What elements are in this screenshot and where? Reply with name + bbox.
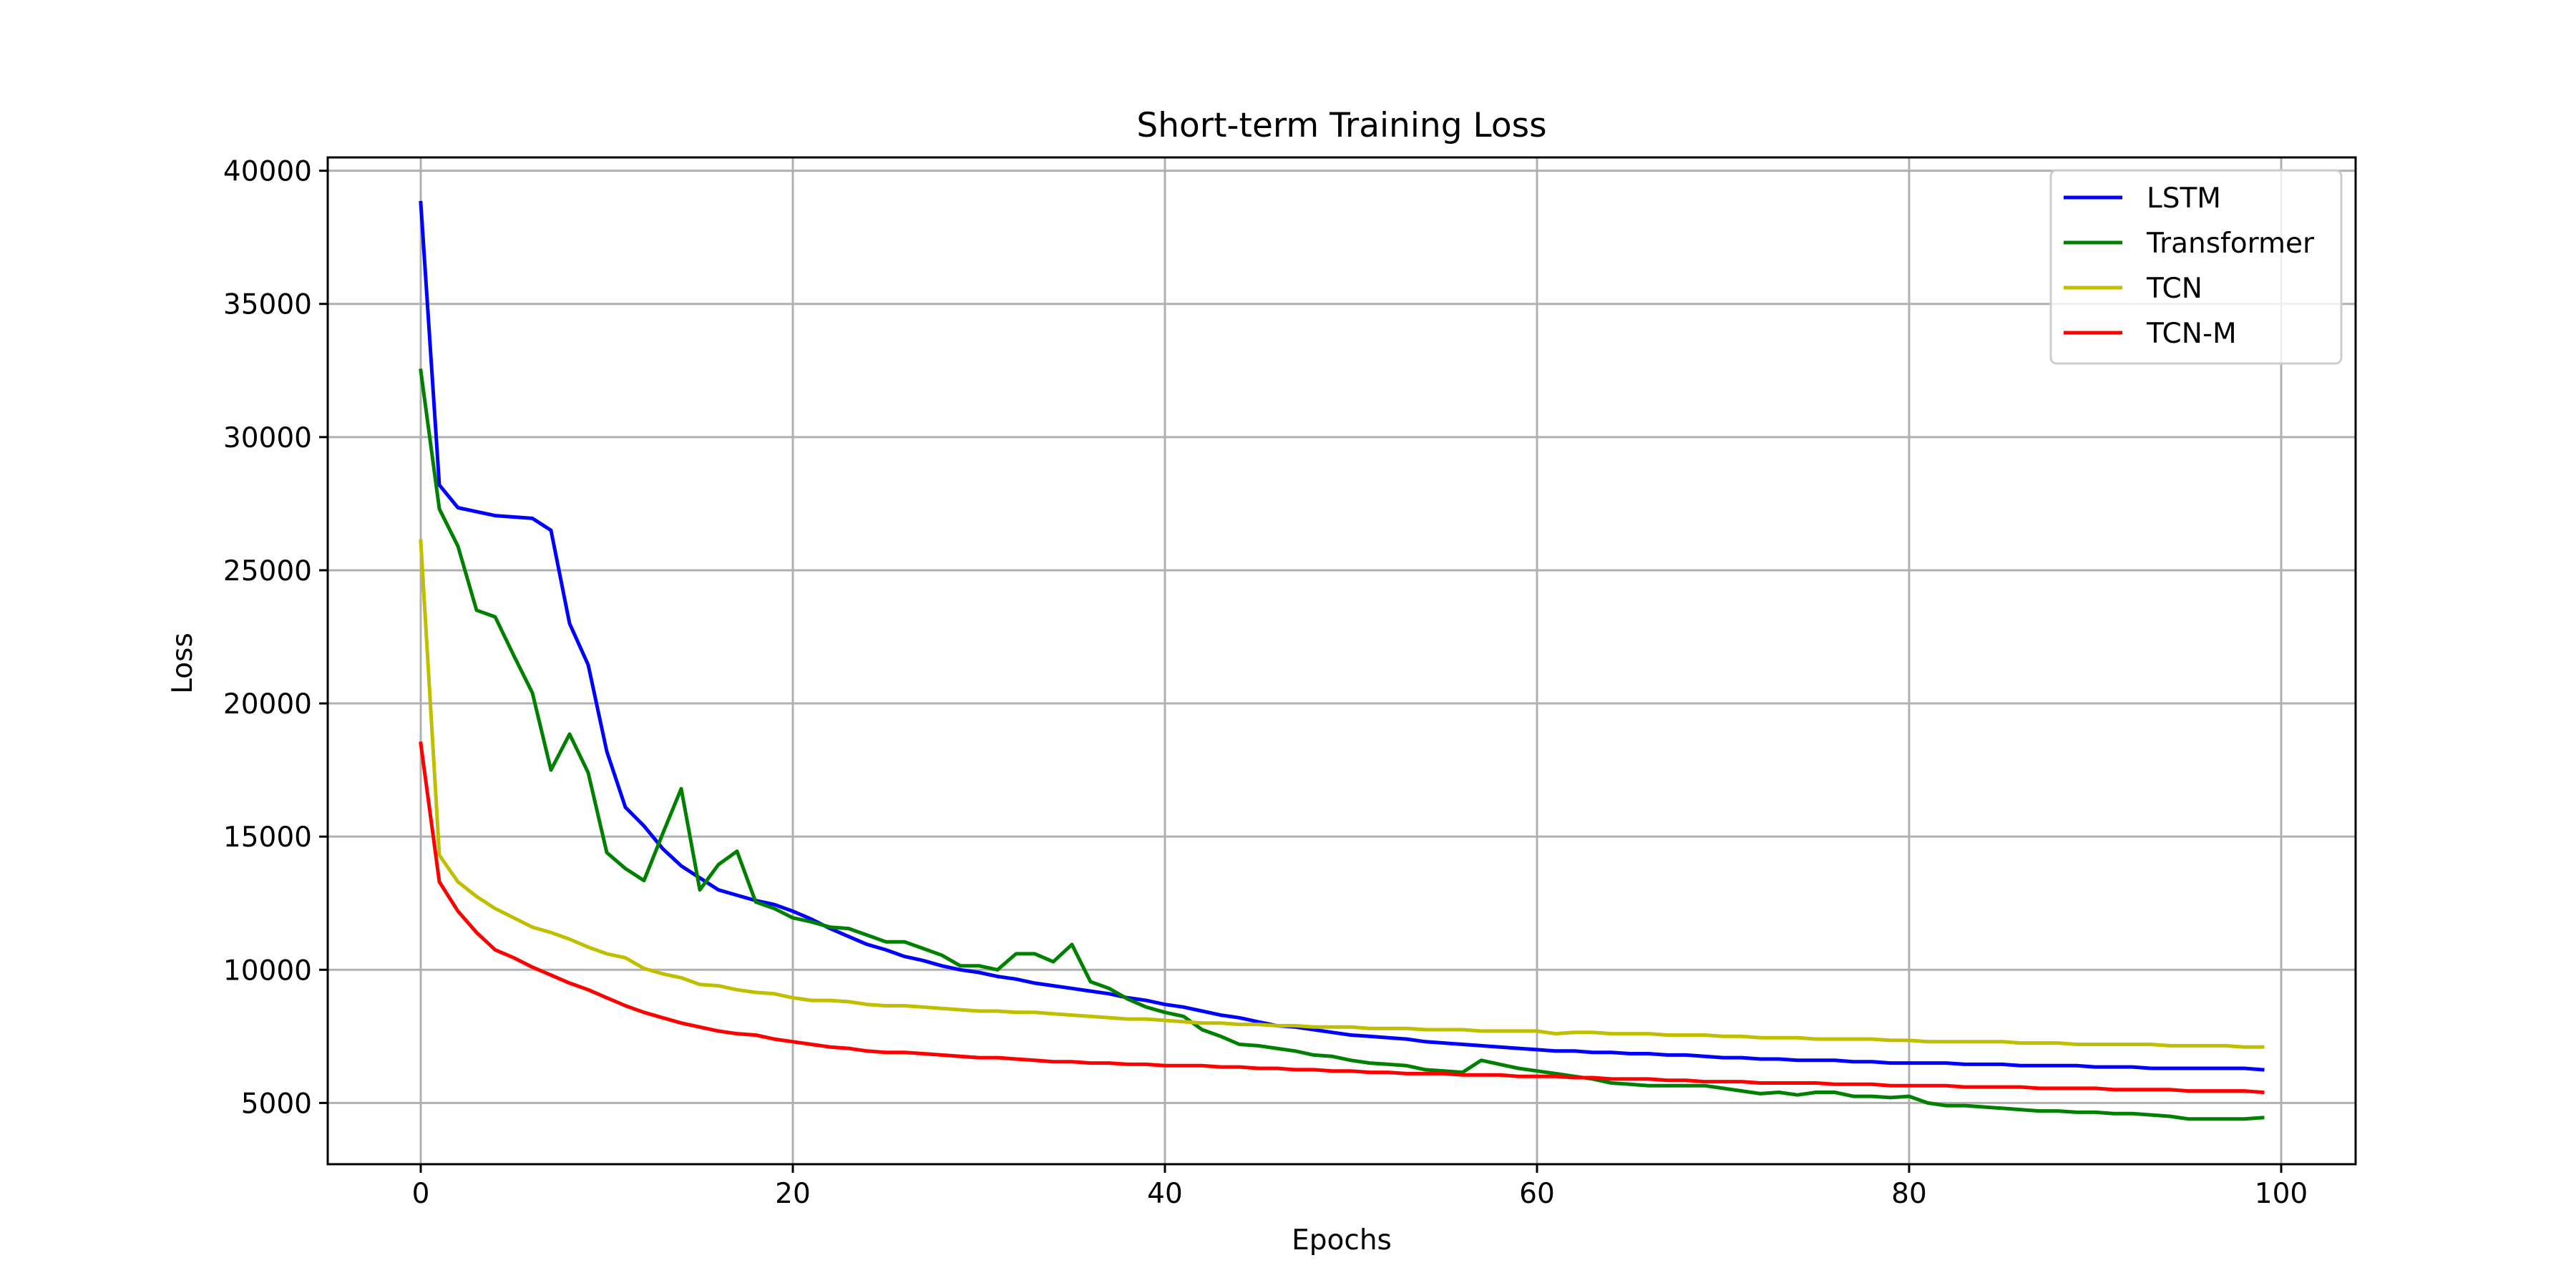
series-line-transformer [419,368,2265,1121]
x-tick-label: 60 [1519,1178,1555,1210]
legend: LSTM Transformer TCN TCN-M [2049,169,2343,365]
legend-label-lstm: LSTM [2147,182,2221,215]
x-tick-label: 0 [412,1178,430,1210]
x-tick-label: 100 [2255,1178,2308,1210]
series-line-lstm [419,200,2265,1072]
y-tick-label: 10000 [223,955,312,987]
series-line-tcn-m [419,741,2265,1095]
chart-title: Short-term Training Loss [1136,106,1546,145]
y-tick-label: 30000 [223,422,312,454]
x-axis-ticks: 0 20 40 60 80 100 [412,1164,2308,1210]
y-tick-label: 25000 [223,555,312,587]
y-tick-label: 40000 [223,156,312,188]
series-line-tcn [419,539,2265,1049]
x-tick-label: 80 [1891,1178,1927,1210]
x-axis-label: Epochs [1292,1224,1392,1257]
y-tick-label: 5000 [241,1088,312,1120]
legend-label-tcn: TCN [2146,273,2202,305]
grid [328,157,2356,1164]
y-axis-label: Loss [167,633,199,694]
y-tick-label: 15000 [223,821,312,854]
legend-box [2049,169,2343,365]
legend-label-transformer: Transformer [2146,228,2315,260]
legend-label-tcn-m: TCN-M [2146,318,2237,350]
y-tick-label: 35000 [223,289,312,321]
plot-series [419,200,2265,1121]
y-axis-ticks: 5000 10000 15000 20000 25000 30000 35000 40000 [223,156,328,1120]
x-tick-label: 20 [775,1178,811,1210]
x-tick-label: 40 [1147,1178,1183,1210]
plot-frame [326,156,2357,1166]
y-tick-label: 20000 [223,688,312,721]
